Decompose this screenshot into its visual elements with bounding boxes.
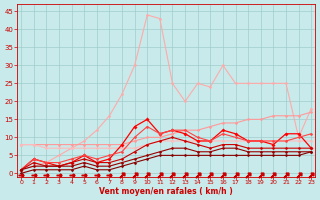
X-axis label: Vent moyen/en rafales ( km/h ): Vent moyen/en rafales ( km/h ): [99, 187, 233, 196]
